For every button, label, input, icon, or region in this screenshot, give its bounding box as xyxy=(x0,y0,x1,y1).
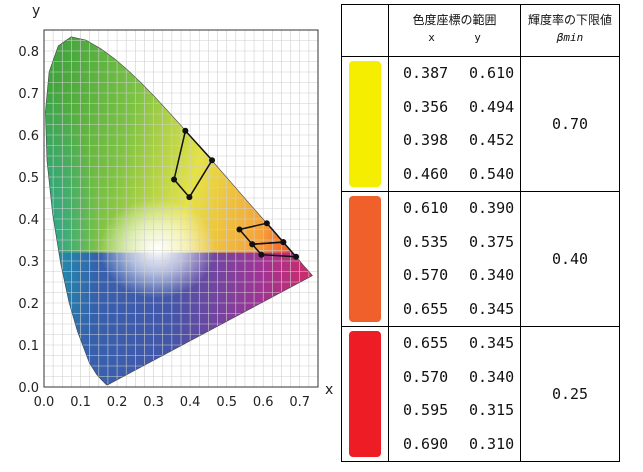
y-tick-label: 0.3 xyxy=(18,255,39,270)
x-value: 0.535 xyxy=(403,232,449,251)
y-value: 0.310 xyxy=(469,434,515,453)
coordinate-pair: 0.570 0.340 xyxy=(389,361,520,395)
color-swatch xyxy=(349,196,381,322)
y-axis-label: y xyxy=(32,3,40,19)
x-tick-label: 0.5 xyxy=(216,395,237,410)
region-vertex xyxy=(209,157,216,164)
coordinate-pair: 0.655 0.345 xyxy=(389,327,520,361)
table-row: 0.387 0.610 0.356 0.494 0.398 0.452 0.460 0.540… xyxy=(341,56,620,192)
x-column-label: x xyxy=(428,31,435,44)
swatch-header-cell xyxy=(341,4,389,57)
y-value: 0.610 xyxy=(469,64,515,82)
table-row: 0.655 0.345 0.570 0.340 0.595 0.315 0.690 0.310… xyxy=(341,326,620,462)
region-vertex xyxy=(258,251,265,258)
region-vertex xyxy=(280,239,287,246)
y-tick-label: 0.6 xyxy=(18,129,39,144)
y-tick-label: 0.0 xyxy=(18,381,39,396)
coordinate-pair: 0.460 0.540 xyxy=(389,158,520,192)
region-vertex xyxy=(236,226,243,233)
y-tick-label: 0.2 xyxy=(18,297,39,312)
color-swatch xyxy=(349,61,381,187)
y-value: 0.315 xyxy=(469,401,515,419)
x-value: 0.398 xyxy=(403,131,449,149)
x-value: 0.460 xyxy=(403,164,449,183)
y-value: 0.540 xyxy=(469,164,515,183)
y-tick-label: 0.4 xyxy=(18,213,39,228)
region-vertex xyxy=(249,241,256,248)
luminance-header: 輝度率の下限値 βmin xyxy=(520,4,620,57)
coordinate-pair: 0.570 0.340 xyxy=(389,259,520,293)
region-vertex xyxy=(171,176,178,183)
coordinate-cell: 0.387 0.610 0.356 0.494 0.398 0.452 0.460 0.540 xyxy=(388,56,521,192)
color-swatch xyxy=(349,331,381,457)
x-tick-label: 0.4 xyxy=(180,395,201,410)
region-vertex xyxy=(263,220,270,227)
coordinate-pair: 0.356 0.494 xyxy=(389,91,520,125)
x-tick-label: 0.2 xyxy=(107,395,128,410)
region-vertex xyxy=(186,194,193,201)
x-axis-label: x xyxy=(325,382,333,398)
region-vertex xyxy=(293,253,300,260)
y-value: 0.494 xyxy=(469,97,515,116)
x-value: 0.610 xyxy=(403,199,449,217)
coordinate-pair: 0.610 0.390 xyxy=(389,192,520,226)
beta-min-value: 0.70 xyxy=(520,56,620,192)
y-value: 0.345 xyxy=(469,334,515,352)
region-polygon-1 xyxy=(171,127,216,201)
beta-min-value: 0.25 xyxy=(520,326,620,462)
swatch-cell xyxy=(341,191,389,327)
coordinate-cell: 0.610 0.390 0.535 0.375 0.570 0.340 0.655 0.345 xyxy=(388,191,521,327)
coordinate-pair: 0.398 0.452 xyxy=(389,124,520,158)
swatch-cell xyxy=(341,326,389,462)
coordinate-cell: 0.655 0.345 0.570 0.340 0.595 0.315 0.690 0.310 xyxy=(388,326,521,462)
x-value: 0.655 xyxy=(403,334,449,352)
y-tick-label: 0.1 xyxy=(18,339,39,354)
x-tick-label: 0.7 xyxy=(289,395,310,410)
coordinate-pair: 0.535 0.375 xyxy=(389,226,520,260)
coordinate-pair: 0.690 0.310 xyxy=(389,428,520,462)
luminance-title: 輝度率の下限値 xyxy=(527,13,612,27)
y-tick-label: 0.8 xyxy=(18,45,39,60)
y-value: 0.345 xyxy=(469,299,515,318)
coordinate-pair: 0.595 0.315 xyxy=(389,394,520,428)
coordinate-pair: 0.655 0.345 xyxy=(389,293,520,327)
x-tick-label: 0.0 xyxy=(34,395,55,410)
y-value: 0.452 xyxy=(469,131,515,149)
y-column-label: y xyxy=(474,31,481,44)
coordinate-pair: 0.387 0.610 xyxy=(389,57,520,91)
y-value: 0.390 xyxy=(469,199,515,217)
x-value: 0.356 xyxy=(403,97,449,116)
x-value: 0.595 xyxy=(403,401,449,419)
x-tick-label: 0.1 xyxy=(70,395,91,410)
y-value: 0.340 xyxy=(469,266,515,284)
region-polygon-3 xyxy=(249,239,300,260)
coordinate-range-title: 色度座標の範囲 xyxy=(412,13,497,27)
x-value: 0.387 xyxy=(403,64,449,82)
y-tick-label: 0.5 xyxy=(18,171,39,186)
y-value: 0.375 xyxy=(469,232,515,251)
table-row: 0.610 0.390 0.535 0.375 0.570 0.340 0.655 0.345… xyxy=(341,191,620,327)
plot-frame xyxy=(43,29,319,388)
x-tick-label: 0.3 xyxy=(143,395,164,410)
beta-symbol: βmin xyxy=(556,31,584,44)
x-value: 0.570 xyxy=(403,266,449,284)
x-tick-label: 0.6 xyxy=(253,395,274,410)
x-value: 0.655 xyxy=(403,299,449,318)
chromaticity-diagram: 0.0 0.1 0.2 0.3 0.4 0.5 0.6 0.7 0.0 0.1 0.2 0.3 0.4 0… xyxy=(18,3,333,410)
region-vertex xyxy=(182,127,189,134)
swatch-cell xyxy=(341,56,389,192)
x-value: 0.570 xyxy=(403,367,449,386)
beta-min-value: 0.40 xyxy=(520,191,620,327)
y-tick-label: 0.7 xyxy=(18,87,39,102)
y-value: 0.340 xyxy=(469,367,515,386)
spectral-locus xyxy=(45,36,313,386)
x-value: 0.690 xyxy=(403,434,449,453)
